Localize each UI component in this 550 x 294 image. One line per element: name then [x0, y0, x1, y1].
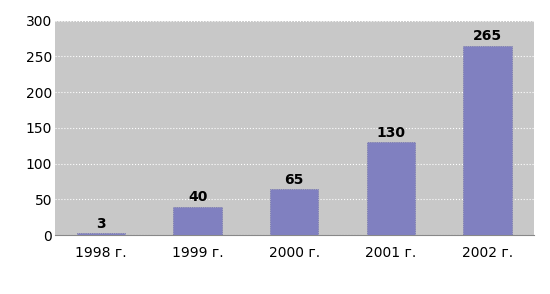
- Bar: [77, 233, 125, 235]
- Text: 40: 40: [188, 191, 207, 204]
- Text: 3: 3: [96, 217, 106, 231]
- Text: 265: 265: [473, 29, 502, 44]
- Bar: [464, 46, 512, 235]
- Text: 65: 65: [284, 173, 304, 187]
- Text: 130: 130: [376, 126, 405, 140]
- Bar: [270, 189, 318, 235]
- Bar: [367, 142, 415, 235]
- Bar: [173, 207, 222, 235]
